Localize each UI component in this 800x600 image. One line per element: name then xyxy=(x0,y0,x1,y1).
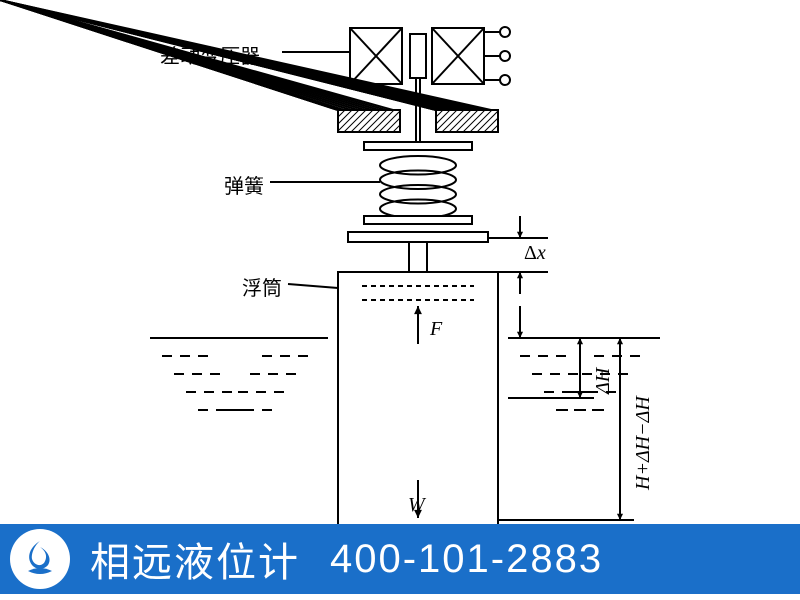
label-float: 浮筒 xyxy=(242,272,282,301)
diagram-canvas xyxy=(0,0,800,600)
label-Htotal: H+ΔH−ΔH xyxy=(632,396,655,490)
diagram-svg xyxy=(0,0,800,600)
logo-icon xyxy=(18,537,62,581)
company-logo xyxy=(10,529,70,589)
label-weight: W xyxy=(408,494,425,517)
footer-banner: 相远液位计 400-101-2883 xyxy=(0,524,800,594)
label-dH: ΔH xyxy=(592,368,615,394)
label-dx: Δx xyxy=(524,242,546,265)
label-transformer: 差动变压器 xyxy=(160,40,260,69)
banner-company: 相远液位计 xyxy=(90,530,300,588)
label-force: F xyxy=(430,318,442,341)
banner-phone: 400-101-2883 xyxy=(330,537,603,582)
label-spring: 弹簧 xyxy=(224,170,264,199)
